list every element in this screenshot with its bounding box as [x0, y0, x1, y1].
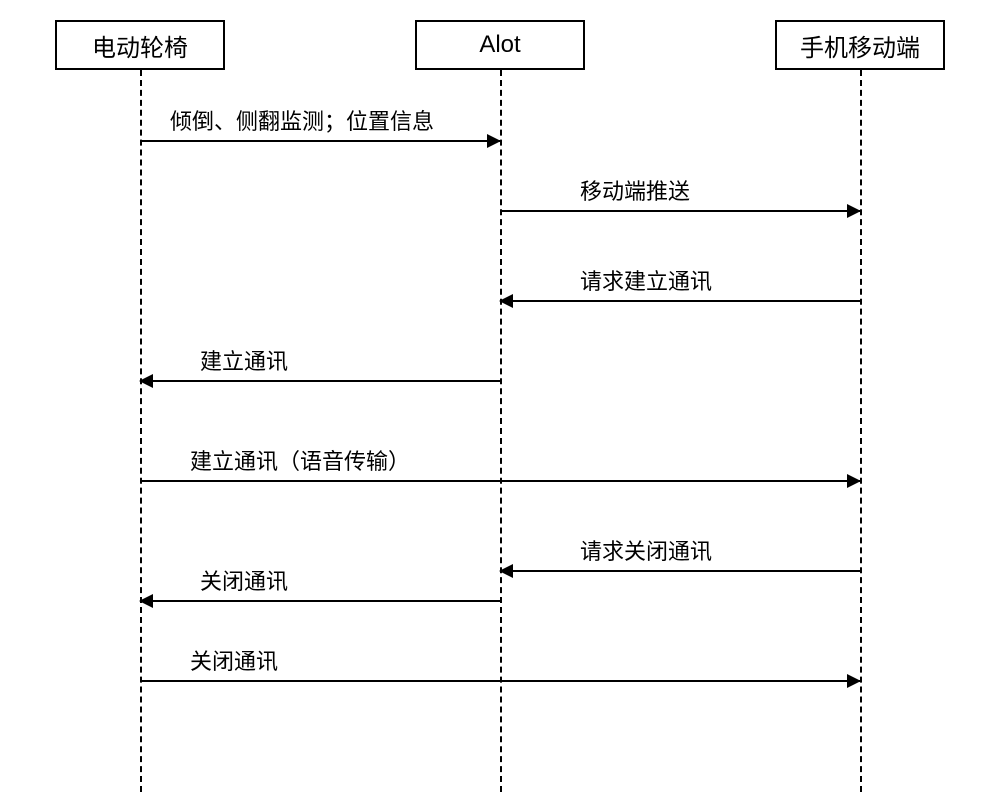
participant-p3: 手机移动端 — [775, 20, 945, 70]
message-label: 请求关闭通讯 — [580, 534, 712, 566]
message-label: 倾倒、侧翻监测；位置信息 — [170, 104, 434, 136]
participant-label: 手机移动端 — [800, 28, 920, 63]
participant-p1: 电动轮椅 — [55, 20, 225, 70]
message-label: 移动端推送 — [580, 174, 690, 206]
arrow-left-icon — [139, 594, 153, 608]
message-line — [140, 600, 500, 602]
message-label: 建立通讯（语音传输） — [190, 444, 410, 476]
arrow-right-icon — [487, 134, 501, 148]
participant-p2: Alot — [415, 20, 585, 70]
message-line — [500, 210, 860, 212]
message-label: 关闭通讯 — [190, 644, 278, 676]
participant-label: Alot — [479, 31, 520, 59]
message-line — [500, 300, 860, 302]
message-1: 倾倒、侧翻监测；位置信息 — [140, 118, 500, 142]
message-3: 请求建立通讯 — [500, 278, 860, 302]
message-line — [140, 380, 500, 382]
arrow-right-icon — [847, 674, 861, 688]
message-label: 建立通讯 — [200, 344, 288, 376]
message-label: 请求建立通讯 — [580, 264, 712, 296]
message-4: 建立通讯 — [140, 358, 500, 382]
arrow-right-icon — [847, 204, 861, 218]
message-7: 关闭通讯 — [140, 578, 500, 602]
participant-label: 电动轮椅 — [92, 28, 188, 63]
message-line — [140, 680, 860, 682]
message-5: 建立通讯（语音传输） — [140, 458, 860, 482]
arrow-right-icon — [847, 474, 861, 488]
message-6: 请求关闭通讯 — [500, 548, 860, 572]
message-label: 关闭通讯 — [200, 564, 288, 596]
sequence-diagram: 电动轮椅 Alot 手机移动端倾倒、侧翻监测；位置信息移动端推送请求建立通讯建立通讯… — [0, 0, 1000, 792]
message-line — [500, 570, 860, 572]
arrow-left-icon — [499, 564, 513, 578]
message-2: 移动端推送 — [500, 188, 860, 212]
message-8: 关闭通讯 — [140, 658, 860, 682]
message-line — [140, 140, 500, 142]
message-line — [140, 480, 860, 482]
arrow-left-icon — [499, 294, 513, 308]
lifeline-p2 — [500, 70, 502, 792]
arrow-left-icon — [139, 374, 153, 388]
lifeline-p1 — [140, 70, 142, 792]
